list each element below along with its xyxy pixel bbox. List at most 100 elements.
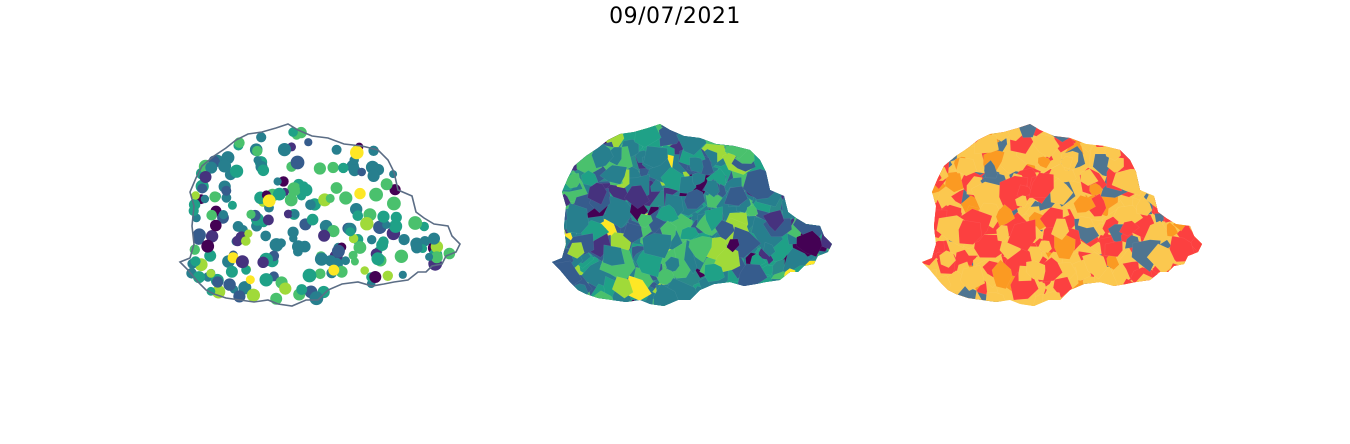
station-point	[304, 138, 313, 147]
municipality-region	[922, 124, 955, 145]
municipality-region	[777, 150, 798, 178]
municipality-region	[642, 232, 672, 259]
municipality-region	[821, 265, 832, 282]
municipality-region	[1181, 289, 1202, 306]
station-point	[204, 249, 217, 262]
station-point	[191, 191, 200, 200]
municipality-region	[818, 273, 832, 290]
municipality-region	[1050, 218, 1070, 241]
municipality-region	[820, 133, 832, 149]
municipality-region	[1132, 140, 1150, 158]
municipality-region	[1089, 282, 1119, 306]
station-point	[313, 162, 326, 175]
municipality-region	[1077, 294, 1097, 306]
municipality-region	[568, 124, 588, 141]
municipality-region	[1134, 124, 1157, 141]
municipality-region	[794, 178, 824, 203]
municipality-region	[552, 220, 567, 245]
station-point	[350, 145, 364, 160]
municipality-region	[568, 139, 586, 150]
municipality-region	[790, 281, 809, 300]
municipality-region	[1161, 174, 1187, 195]
municipality-region	[1136, 136, 1169, 175]
municipality-region	[1113, 127, 1144, 152]
municipality-region	[552, 124, 581, 146]
municipality-region	[764, 134, 780, 150]
municipality-region	[922, 124, 934, 134]
station-point	[419, 236, 431, 247]
station-point	[263, 214, 274, 226]
municipality-region	[766, 282, 787, 302]
municipality-region	[1092, 132, 1108, 148]
municipality-region	[745, 204, 759, 217]
station-point	[252, 145, 263, 157]
municipality-region	[779, 149, 805, 183]
station-point	[262, 194, 276, 208]
station-point	[260, 230, 272, 242]
station-point	[348, 164, 361, 177]
municipality-region	[587, 182, 608, 205]
municipality-region	[816, 170, 832, 194]
municipality-region	[922, 240, 932, 254]
municipality-region	[591, 143, 614, 169]
municipality-region	[567, 283, 589, 303]
station-point	[218, 159, 232, 173]
municipality-region	[688, 235, 713, 263]
point-markers	[186, 126, 456, 306]
municipality-region	[1089, 182, 1104, 197]
municipality-region	[804, 131, 832, 154]
municipality-region	[778, 124, 792, 135]
municipality-region	[552, 200, 565, 213]
municipality-region	[1146, 141, 1163, 154]
station-point	[398, 270, 407, 279]
municipality-region	[611, 276, 634, 299]
station-point	[299, 183, 313, 197]
municipality-region	[1076, 292, 1100, 306]
municipality-region	[791, 154, 822, 189]
station-point	[408, 216, 423, 230]
municipality-region	[1065, 124, 1086, 134]
municipality-region	[1025, 260, 1046, 281]
station-point	[430, 251, 443, 264]
station-point	[360, 266, 370, 275]
municipality-region	[1153, 187, 1173, 208]
municipality-region	[798, 173, 816, 192]
municipality-region	[555, 291, 577, 306]
municipality-region	[812, 284, 829, 304]
municipality-region	[796, 230, 823, 257]
municipality-region	[814, 124, 832, 137]
municipality-region	[805, 140, 825, 159]
municipality-region	[618, 124, 633, 133]
station-point	[345, 227, 355, 237]
municipality-region	[1014, 195, 1028, 208]
station-point	[223, 278, 236, 291]
municipality-region	[1166, 222, 1179, 237]
municipality-region	[552, 276, 570, 299]
station-point	[318, 229, 331, 242]
municipality-region	[704, 206, 723, 232]
station-point	[378, 236, 389, 247]
municipality-region	[922, 140, 941, 171]
municipality-region	[691, 172, 706, 186]
municipality-region	[1037, 240, 1053, 253]
station-point	[227, 200, 237, 210]
municipality-region	[637, 213, 654, 228]
station-point	[331, 144, 342, 155]
municipality-region	[572, 124, 599, 139]
municipality-region	[1178, 282, 1195, 301]
municipality-region	[1140, 152, 1156, 167]
municipality-region	[1151, 124, 1176, 146]
municipality-region	[781, 194, 808, 219]
municipality-region	[689, 156, 704, 173]
municipality-region	[938, 300, 950, 306]
municipality-region	[948, 124, 977, 147]
municipality-region	[803, 301, 814, 306]
municipality-region	[664, 256, 680, 274]
municipality-region	[701, 288, 732, 306]
municipality-region	[1151, 158, 1175, 178]
station-point	[245, 275, 255, 285]
municipality-region	[817, 143, 832, 173]
station-point	[290, 155, 305, 170]
municipality-region	[1137, 291, 1160, 306]
municipality-region	[761, 289, 777, 303]
